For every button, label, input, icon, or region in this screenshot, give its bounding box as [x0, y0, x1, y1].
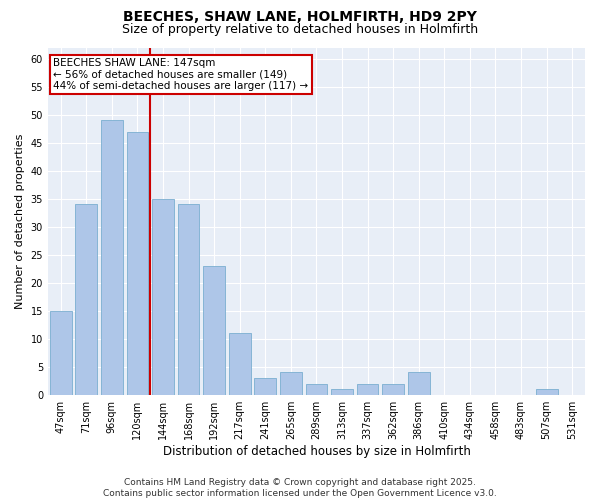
Bar: [101, 120, 123, 394]
Bar: [382, 384, 404, 394]
Text: Contains HM Land Registry data © Crown copyright and database right 2025.
Contai: Contains HM Land Registry data © Crown c…: [103, 478, 497, 498]
Bar: [76, 204, 97, 394]
Bar: [254, 378, 276, 394]
Bar: [280, 372, 302, 394]
Text: BEECHES, SHAW LANE, HOLMFIRTH, HD9 2PY: BEECHES, SHAW LANE, HOLMFIRTH, HD9 2PY: [123, 10, 477, 24]
Bar: [305, 384, 328, 394]
Bar: [536, 389, 557, 394]
Text: BEECHES SHAW LANE: 147sqm
← 56% of detached houses are smaller (149)
44% of semi: BEECHES SHAW LANE: 147sqm ← 56% of detac…: [53, 58, 308, 91]
Bar: [408, 372, 430, 394]
Bar: [152, 198, 174, 394]
Bar: [229, 333, 251, 394]
Bar: [203, 266, 225, 394]
Y-axis label: Number of detached properties: Number of detached properties: [15, 134, 25, 309]
Bar: [331, 389, 353, 394]
X-axis label: Distribution of detached houses by size in Holmfirth: Distribution of detached houses by size …: [163, 444, 470, 458]
Bar: [127, 132, 148, 394]
Bar: [50, 310, 71, 394]
Bar: [178, 204, 199, 394]
Text: Size of property relative to detached houses in Holmfirth: Size of property relative to detached ho…: [122, 22, 478, 36]
Bar: [357, 384, 379, 394]
